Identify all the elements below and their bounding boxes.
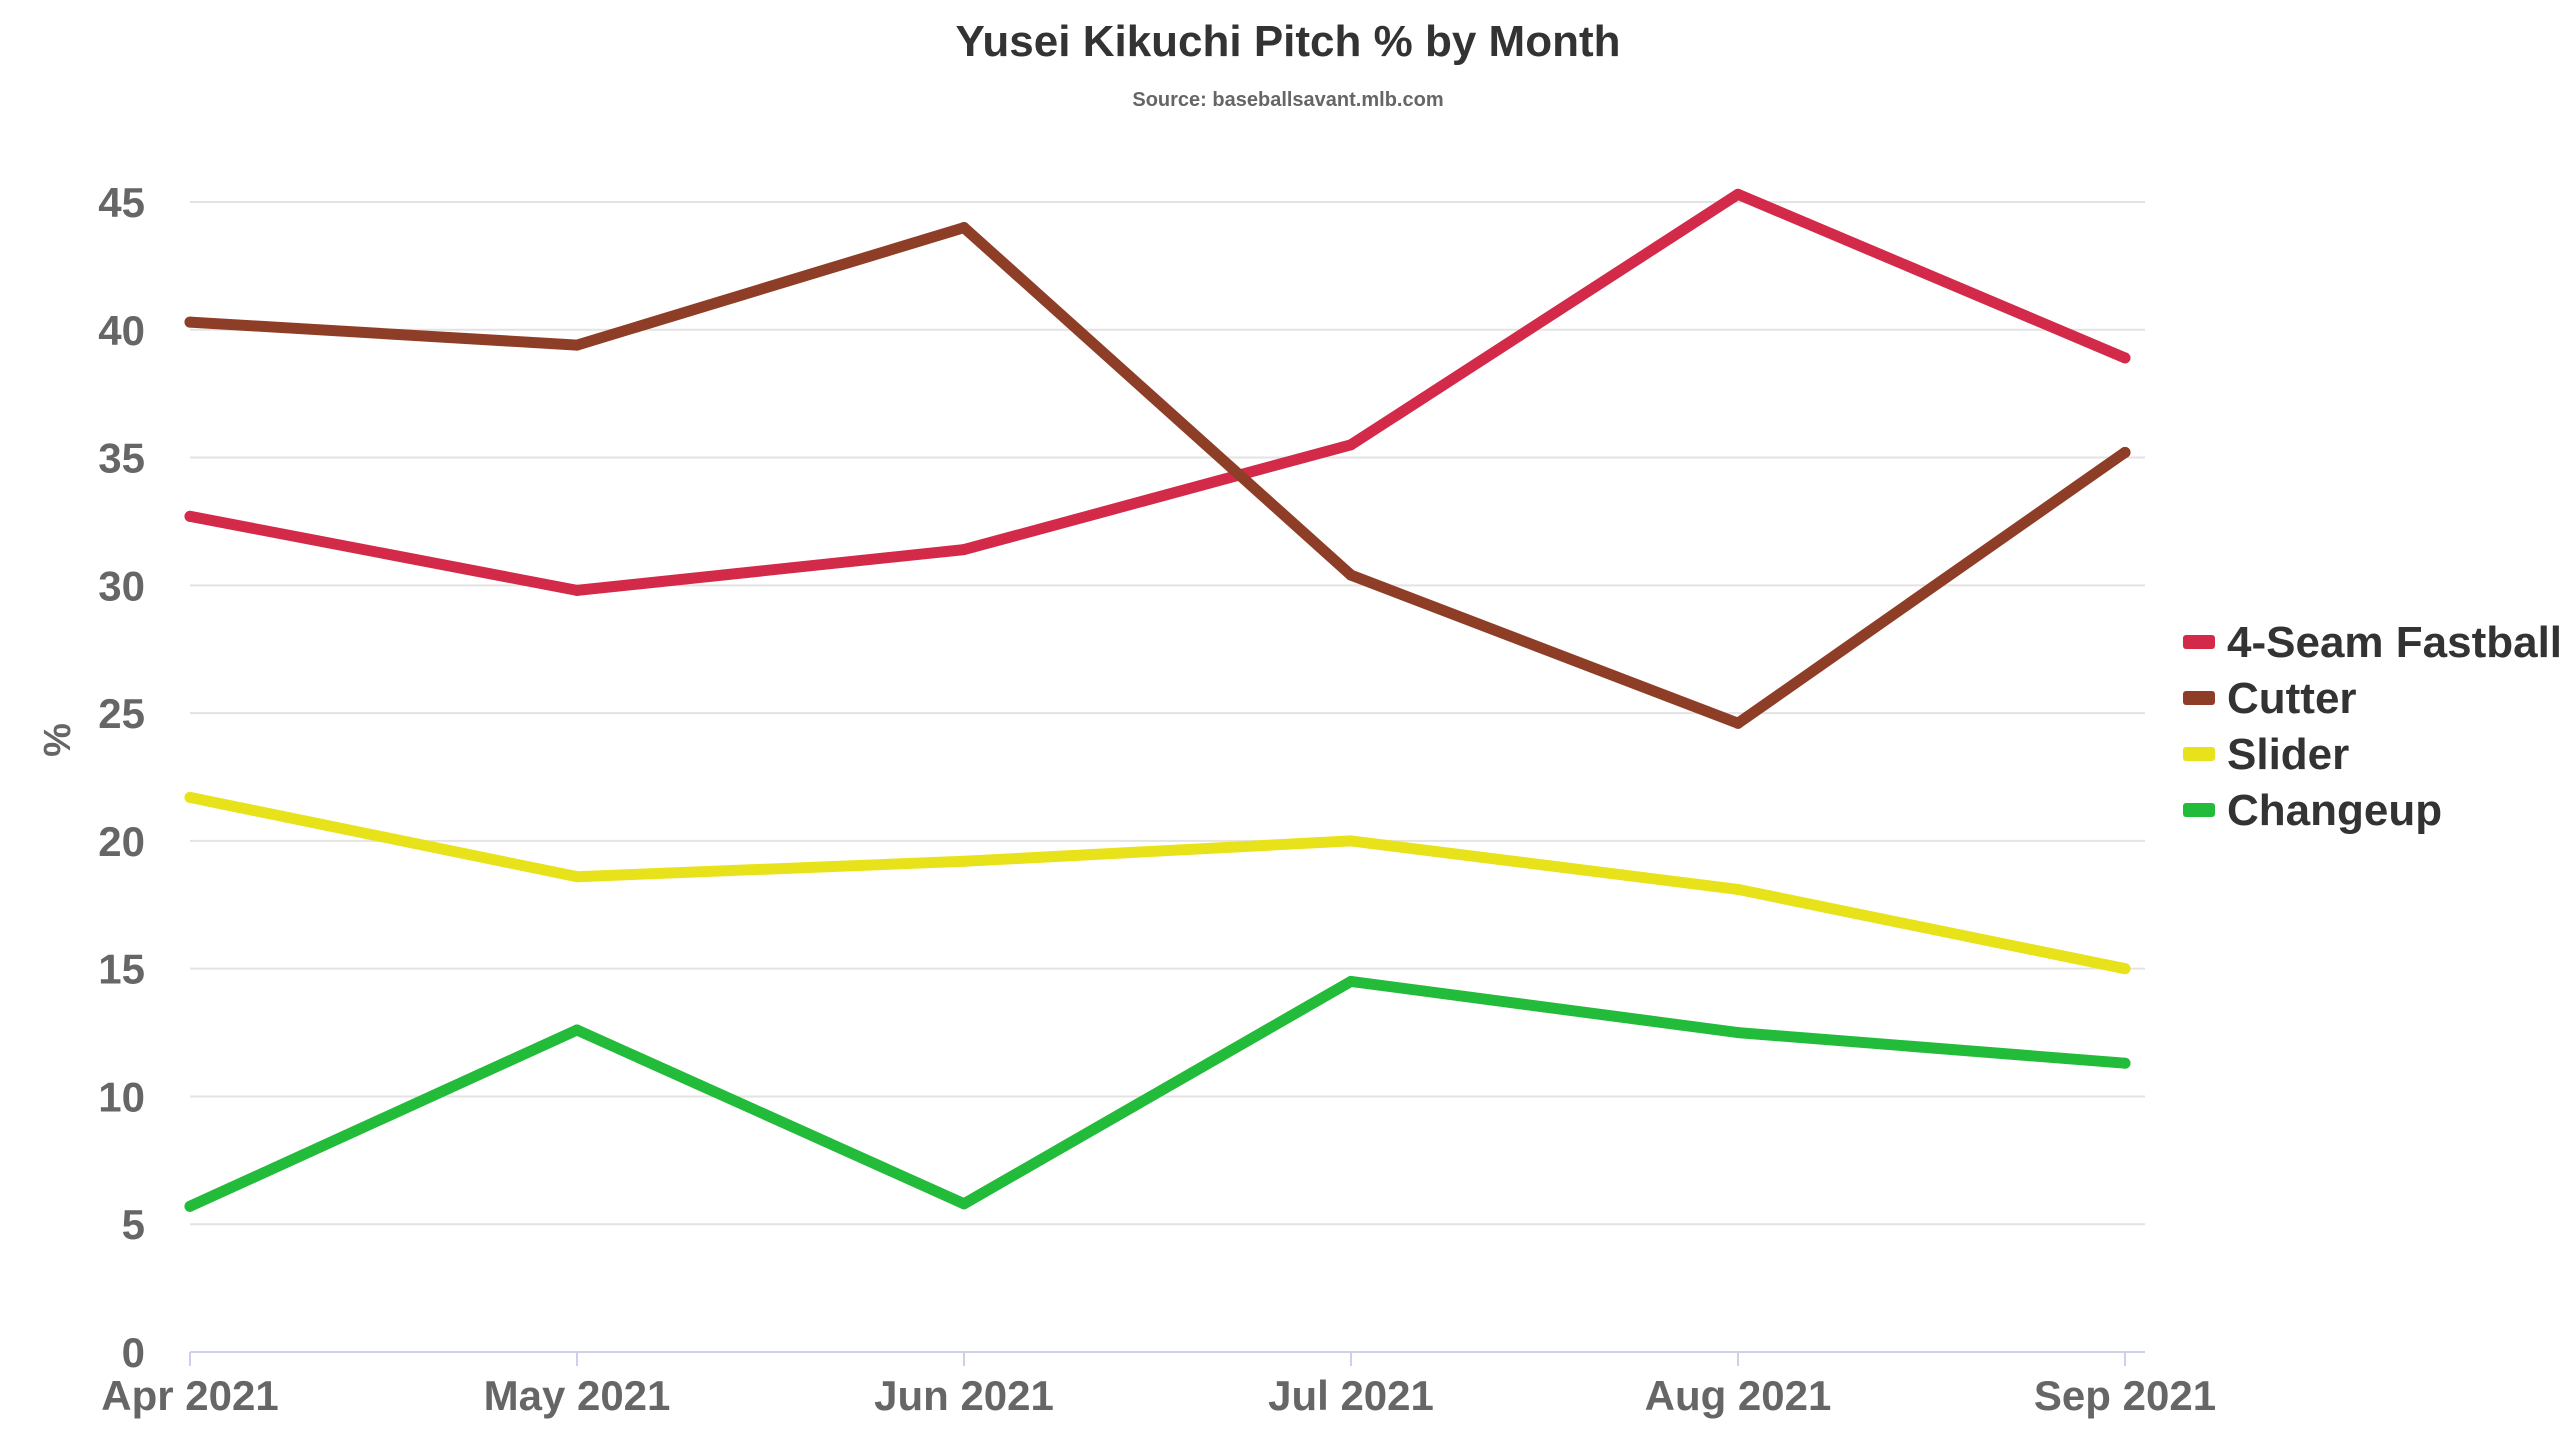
gridlines [190,201,2145,1226]
data-point [1732,883,1744,895]
data-point [184,791,196,803]
series-line-cutter [184,222,2131,729]
data-point [1345,975,1357,987]
x-tick-label: May 2021 [484,1372,671,1419]
data-point [1345,835,1357,847]
legend-swatch [2183,691,2215,705]
data-point [958,222,970,234]
legend-label: 4-Seam Fastball [2227,618,2560,667]
data-point [184,510,196,522]
data-point [571,339,583,351]
data-point [2119,446,2131,458]
chart-subtitle: Source: baseballsavant.mlb.com [1132,89,1443,111]
data-point [184,316,196,328]
data-point [2119,963,2131,975]
series-line-4-seam-fastball [184,188,2131,596]
x-tick-label: Aug 2021 [1645,1372,1832,1419]
data-point [2119,1057,2131,1069]
legend-swatch [2183,635,2215,649]
y-tick-label: 20 [98,818,145,865]
data-point [958,544,970,556]
axes: 0 5 10 15 20 25 30 35 40 45 Apr 2021 May 2021 Jun 20… [98,179,2216,1419]
data-point [571,1024,583,1036]
series-line-slider [184,791,2131,975]
data-point [1345,439,1357,451]
y-tick-label: 15 [98,946,145,993]
data-point [2119,352,2131,364]
x-tick-label: Jul 2021 [1268,1372,1434,1419]
legend-label: Cutter [2227,674,2357,723]
series-lines [184,188,2131,1212]
data-point [1732,188,1744,200]
data-point [571,871,583,883]
y-tick-label: 0 [122,1329,145,1376]
y-tick-label: 45 [98,179,145,226]
legend: 4-Seam Fastball Cutter Slider Changeup [2183,618,2560,835]
series-line-changeup [184,975,2131,1212]
y-tick-label: 40 [98,307,145,354]
data-point [958,855,970,867]
legend-label: Slider [2227,730,2349,779]
legend-swatch [2183,803,2215,817]
legend-swatch [2183,747,2215,761]
data-point [1345,569,1357,581]
y-tick-label: 25 [98,690,145,737]
x-tick-label: Jun 2021 [874,1372,1054,1419]
y-tick-label: 30 [98,562,145,609]
legend-label: Changeup [2227,786,2442,835]
chart-title: Yusei Kikuchi Pitch % by Month [956,17,1621,66]
y-tick-label: 35 [98,435,145,482]
data-point [1732,1027,1744,1039]
data-point [184,1200,196,1212]
data-point [571,584,583,596]
y-axis-label: % [37,723,79,757]
x-tick-label: Apr 2021 [101,1372,278,1419]
data-point [958,1198,970,1210]
data-point [1732,717,1744,729]
y-tick-label: 5 [122,1201,145,1248]
y-tick-label: 10 [98,1073,145,1120]
x-tick-label: Sep 2021 [2034,1372,2216,1419]
